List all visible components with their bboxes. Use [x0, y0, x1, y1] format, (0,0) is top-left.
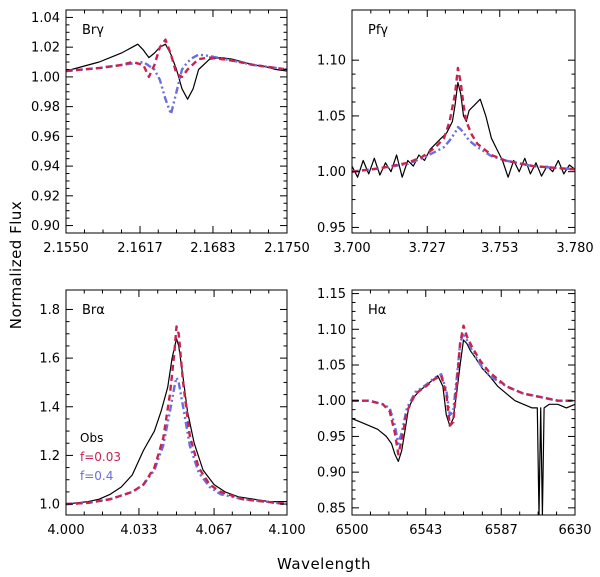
- series-group: [66, 325, 287, 506]
- x-tick-label: 6630: [558, 523, 591, 538]
- y-tick-label: 1.15: [317, 287, 346, 302]
- panel-title-pf-gamma: Pfγ: [368, 23, 388, 38]
- series-line-obs: [352, 339, 575, 515]
- x-tick-label: 4.100: [268, 523, 305, 538]
- panel-br-alpha: 4.000 4.033 4.067 4.100 1.0 1.2 1.4 1.6 1.8 Brα Ob…: [39, 289, 306, 538]
- x-tick-label: 4.067: [195, 523, 232, 538]
- y-tick-label: 0.90: [31, 219, 60, 234]
- y-tick-label: 1.05: [317, 359, 346, 374]
- series-line-f04: [66, 376, 287, 506]
- series-line-obs: [352, 81, 575, 178]
- panel-pf-gamma: 3.700 3.727 3.753 3.780 0.95 1.00 1.05 1.10 Pfγ: [317, 9, 594, 256]
- x-tick-label: 2.1683: [190, 241, 236, 256]
- y-tick-label: 0.85: [317, 501, 346, 516]
- y-tick-label: 1.8: [39, 303, 60, 318]
- y-tick-label: 1.02: [31, 41, 60, 56]
- panel-h-alpha: 6500 6543 6587 6630 0.85 0.90 0.95 1.00 1.05 1.10…: [317, 287, 592, 538]
- y-tick-label: 1.00: [317, 165, 346, 180]
- plot-frame: [351, 9, 576, 234]
- legend-item-f04: f=0.4: [80, 469, 113, 483]
- x-tick-label: 2.1550: [43, 241, 89, 256]
- panel-title-h-alpha: Hα: [368, 303, 386, 318]
- x-tick-label: 3.753: [481, 241, 518, 256]
- x-tick-label: 4.000: [47, 523, 84, 538]
- y-tick-label: 0.95: [317, 221, 346, 236]
- legend-item-obs: Obs: [80, 431, 103, 445]
- panel-title-br-alpha: Brα: [82, 303, 105, 318]
- y-tick-label: 0.92: [31, 189, 60, 204]
- series-group: [352, 66, 575, 178]
- y-tick-label: 1.10: [317, 54, 346, 69]
- y-tick-label: 1.0: [39, 498, 60, 513]
- x-tick-label: 3.727: [409, 241, 446, 256]
- y-tick-label: 1.00: [317, 394, 346, 409]
- series-line-f003: [66, 38, 287, 79]
- x-tick-label: 4.033: [120, 523, 157, 538]
- y-tick-label: 1.00: [31, 70, 60, 85]
- y-tick-label: 1.04: [31, 11, 60, 26]
- series-group: [66, 38, 287, 116]
- y-tick-label: 1.4: [39, 400, 60, 415]
- x-axis-title: Wavelength: [277, 555, 371, 573]
- x-tick-label: 2.1750: [264, 241, 310, 256]
- series-line-f003: [352, 66, 575, 173]
- legend: Obs f=0.03 f=0.4: [80, 431, 121, 483]
- x-tick-label: 6543: [409, 523, 442, 538]
- panels: 2.1550 2.1617 2.1683 2.1750 0.90 0.92 0.94 0.96…: [31, 9, 594, 538]
- y-tick-label: 1.2: [39, 449, 60, 464]
- y-tick-label: 1.10: [317, 323, 346, 338]
- y-tick-label: 0.94: [31, 160, 60, 175]
- panel-br-gamma: 2.1550 2.1617 2.1683 2.1750 0.90 0.92 0.94 0.96…: [31, 9, 310, 256]
- x-tick-label: 6587: [485, 523, 518, 538]
- legend-item-f003: f=0.03: [80, 450, 121, 464]
- y-tick-label: 0.90: [317, 466, 346, 481]
- plot-frame: [65, 9, 288, 234]
- series-line-f04: [352, 125, 575, 173]
- series-group: [352, 324, 575, 515]
- panel-title-br-gamma: Brγ: [82, 23, 104, 38]
- y-tick-label: 1.6: [39, 352, 60, 367]
- series-line-f003: [352, 324, 575, 456]
- x-tick-label: 2.1617: [117, 241, 163, 256]
- y-tick-label: 0.98: [31, 100, 60, 115]
- x-tick-label: 3.780: [556, 241, 593, 256]
- y-tick-label: 0.95: [317, 430, 346, 445]
- x-tick-label: 3.700: [333, 241, 370, 256]
- y-tick-label: 1.05: [317, 109, 346, 124]
- series-line-f003: [66, 325, 287, 506]
- x-tick-label: 6500: [335, 523, 368, 538]
- y-axis-title: Normalized Flux: [7, 201, 25, 330]
- series-line-f04: [66, 53, 287, 116]
- y-tick-label: 0.96: [31, 130, 60, 145]
